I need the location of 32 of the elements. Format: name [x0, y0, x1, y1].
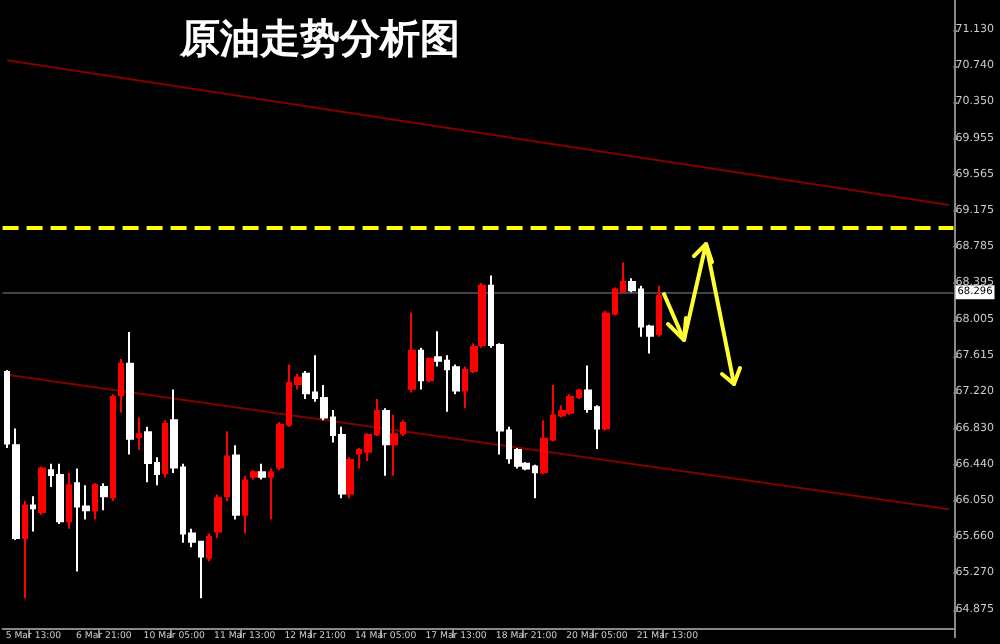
candlestick: [250, 469, 258, 481]
candlestick: [232, 444, 240, 521]
candlestick: [136, 416, 142, 451]
candlestick: [22, 499, 28, 600]
candlestick: [382, 407, 390, 477]
candlestick: [656, 284, 662, 338]
candlestick: [126, 331, 134, 456]
candlestick: [144, 425, 152, 484]
candlestick: [258, 462, 266, 481]
candlestick: [38, 465, 46, 516]
candlestick: [66, 472, 72, 530]
candlestick: [390, 413, 398, 477]
candlestick: [418, 346, 424, 391]
candlestick: [214, 493, 222, 540]
candlestick: [162, 419, 168, 479]
candlestick: [408, 311, 416, 394]
candlestick: [346, 456, 354, 500]
candlestick: [118, 357, 124, 414]
candlestick: [4, 369, 10, 450]
candlestick: [92, 482, 98, 521]
candlestick: [30, 495, 36, 533]
candlestick: [206, 532, 212, 563]
candlestick: [224, 430, 230, 502]
candlestick: [566, 393, 574, 416]
candlestick: [12, 427, 20, 541]
candlestick: [100, 482, 108, 512]
candlestick: [242, 474, 248, 535]
candlestick: [56, 462, 64, 526]
candlestick: [110, 393, 116, 502]
candlestick: [426, 356, 434, 384]
chart-title: 原油走势分析图: [178, 14, 460, 62]
candlestick: [268, 467, 274, 521]
